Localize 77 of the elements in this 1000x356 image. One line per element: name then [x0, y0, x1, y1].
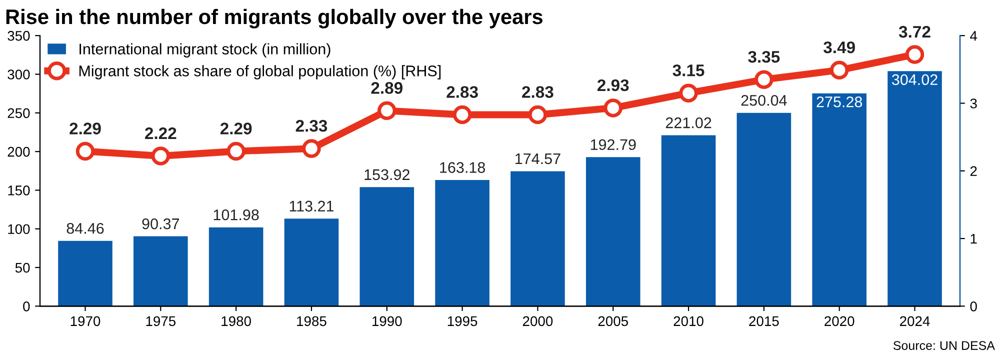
bar — [435, 180, 490, 306]
bar — [888, 71, 942, 306]
data-label: 304.02 — [892, 74, 938, 86]
data-label: 2.29 — [70, 122, 101, 134]
point — [76, 142, 95, 161]
bar — [736, 112, 792, 306]
data-label: 3.15 — [672, 64, 704, 76]
y2-tick-label: 4 — [970, 31, 978, 41]
x-tick-label: 1995 — [448, 316, 478, 326]
y2-tick-label: 3 — [970, 98, 977, 108]
y2-tick-label: 2 — [970, 166, 977, 176]
x-tick-label: 2000 — [522, 316, 553, 326]
bar — [58, 240, 112, 306]
data-label: 2.83 — [522, 86, 554, 98]
x-tick-label: 1975 — [146, 316, 176, 326]
y-tick-label: 0 — [23, 301, 30, 312]
data-label: 113.21 — [290, 200, 334, 212]
data-label: 192.79 — [590, 139, 636, 150]
y-tick-label: 50 — [15, 262, 30, 273]
point — [754, 70, 774, 89]
data-label: 153.92 — [364, 169, 410, 180]
x-tick-label: 1985 — [297, 316, 326, 326]
legend-label: International migrant stock (in million) — [80, 43, 330, 58]
point — [604, 98, 622, 118]
data-label: 101.98 — [214, 209, 259, 220]
legend-label: Migrant stock as share of global population (%) [RHS] — [79, 65, 441, 80]
data-label: 3.49 — [824, 41, 855, 54]
point — [905, 45, 924, 64]
bar — [812, 93, 866, 306]
point — [528, 105, 548, 124]
data-label: 84.46 — [66, 222, 104, 234]
data-label: 275.28 — [816, 96, 862, 108]
x-tick-label: 2005 — [598, 316, 628, 326]
data-label: 2.33 — [296, 120, 328, 132]
bar — [360, 187, 414, 306]
y-tick-label: 300 — [8, 70, 30, 80]
x-tick-label: 2024 — [900, 316, 930, 326]
data-label: 221.02 — [666, 117, 712, 128]
bar — [208, 227, 264, 306]
data-label: 3.35 — [748, 50, 780, 63]
y-tick-label: 200 — [8, 146, 30, 157]
data-label: 2.83 — [446, 86, 478, 98]
x-tick-label: 2020 — [824, 316, 854, 326]
data-label: 90.37 — [142, 218, 180, 230]
data-label: 3.72 — [898, 26, 930, 38]
point — [830, 60, 849, 80]
bar — [510, 171, 565, 306]
data-label: 163.18 — [440, 162, 485, 173]
point — [679, 84, 698, 102]
data-label: 2.89 — [371, 82, 402, 94]
point — [151, 146, 170, 166]
bar — [586, 157, 640, 306]
x-tick-label: 1970 — [70, 316, 100, 326]
point — [302, 139, 321, 158]
data-label: 2.22 — [145, 127, 176, 140]
point — [378, 101, 396, 120]
x-tick-label: 1980 — [222, 316, 251, 326]
y-tick-label: 100 — [8, 224, 30, 234]
chart-title: Rise in the number of migrants globally over the years — [6, 8, 542, 28]
data-label: 174.57 — [516, 153, 560, 164]
y2-tick-label: 1 — [970, 234, 977, 244]
y-tick-label: 250 — [8, 108, 30, 118]
x-tick-label: 2015 — [749, 316, 779, 326]
y2-tick-label: 0 — [970, 301, 977, 312]
point — [452, 105, 472, 124]
data-label: 250.04 — [741, 94, 787, 106]
x-tick-label: 1990 — [372, 316, 402, 326]
source-note: Source: UN DESA — [893, 341, 995, 350]
data-label: 2.29 — [220, 122, 252, 134]
y-tick-label: 350 — [8, 30, 30, 41]
x-tick-label: 2010 — [674, 316, 704, 326]
data-label: 2.93 — [597, 79, 629, 92]
bar — [661, 135, 716, 306]
bar — [284, 218, 339, 306]
bar — [134, 236, 188, 306]
y-tick-label: 150 — [8, 186, 30, 196]
point — [226, 142, 246, 161]
